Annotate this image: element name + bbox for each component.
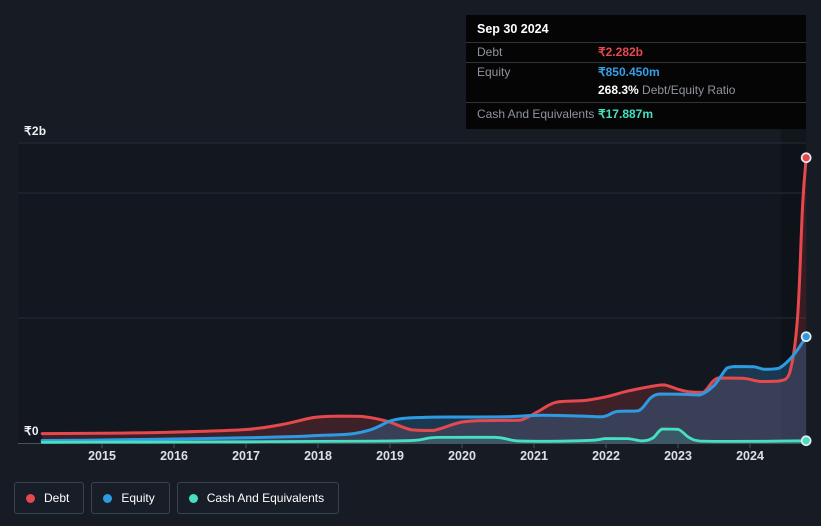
chart-tooltip: Sep 30 2024 Debt ₹2.282b Equity ₹850.450m 26… <box>466 15 806 129</box>
y-axis-label-0: ₹0 <box>24 424 39 438</box>
debt-area <box>42 157 807 444</box>
tooltip-debt-equity-ratio: 268.3% Debt/Equity Ratio <box>466 82 806 103</box>
hover-highlight-column <box>781 118 806 443</box>
cash-series-dot-icon <box>188 493 198 503</box>
x-tick-label-2020: 2020 <box>448 449 476 463</box>
x-tick-label-2017: 2017 <box>232 449 260 463</box>
equity-endpoint-marker[interactable] <box>800 331 812 343</box>
equity-series-dot-icon <box>103 493 113 503</box>
debt-endpoint-marker[interactable] <box>800 152 812 164</box>
legend-item-debt[interactable]: Debt <box>14 482 85 514</box>
tooltip-value-debt: ₹2.282b <box>598 45 643 59</box>
debt-line <box>40 156 808 436</box>
x-tick-label-2022: 2022 <box>592 449 620 463</box>
x-tick-label-2016: 2016 <box>160 449 188 463</box>
legend-item-cash[interactable]: Cash And Equivalents <box>176 482 340 514</box>
tooltip-row-equity: Equity ₹850.450m <box>466 63 806 82</box>
x-tick-label-2021: 2021 <box>520 449 548 463</box>
equity-area <box>42 336 807 443</box>
chart-legend: Debt Equity Cash And Equivalents <box>14 482 346 514</box>
cash-and-equivalents-endpoint-marker[interactable] <box>800 435 812 447</box>
x-tick-label-2018: 2018 <box>304 449 332 463</box>
legend-item-equity[interactable]: Equity <box>91 482 170 514</box>
tooltip-label-equity: Equity <box>477 65 511 79</box>
tooltip-value-equity: ₹850.450m <box>598 65 660 79</box>
y-axis-label-2b: ₹2b <box>24 124 47 138</box>
tooltip-row-cash: Cash And Equivalents ₹17.887m <box>466 103 806 129</box>
debt-series-dot-icon <box>26 493 35 503</box>
tooltip-label-cash: Cash And Equivalents <box>477 107 595 121</box>
equity-line <box>40 335 808 442</box>
tooltip-date: Sep 30 2024 <box>466 15 806 43</box>
legend-label-debt: Debt <box>44 491 70 505</box>
tooltip-value-cash: ₹17.887m <box>598 107 654 121</box>
x-tick-label-2019: 2019 <box>376 449 404 463</box>
legend-label-equity: Equity <box>121 491 155 505</box>
x-tick-label-2023: 2023 <box>664 449 692 463</box>
x-tick-label-2015: 2015 <box>88 449 116 463</box>
tooltip-row-debt: Debt ₹2.282b <box>466 43 806 63</box>
tooltip-label-debt: Debt <box>477 45 503 59</box>
ratio-percent: 268.3% <box>598 83 639 97</box>
x-tick-label-2024: 2024 <box>736 449 764 463</box>
legend-label-cash: Cash And Equivalents <box>206 491 325 505</box>
ratio-label: Debt/Equity Ratio <box>638 83 736 97</box>
cash-and-equivalents-line <box>40 427 808 444</box>
